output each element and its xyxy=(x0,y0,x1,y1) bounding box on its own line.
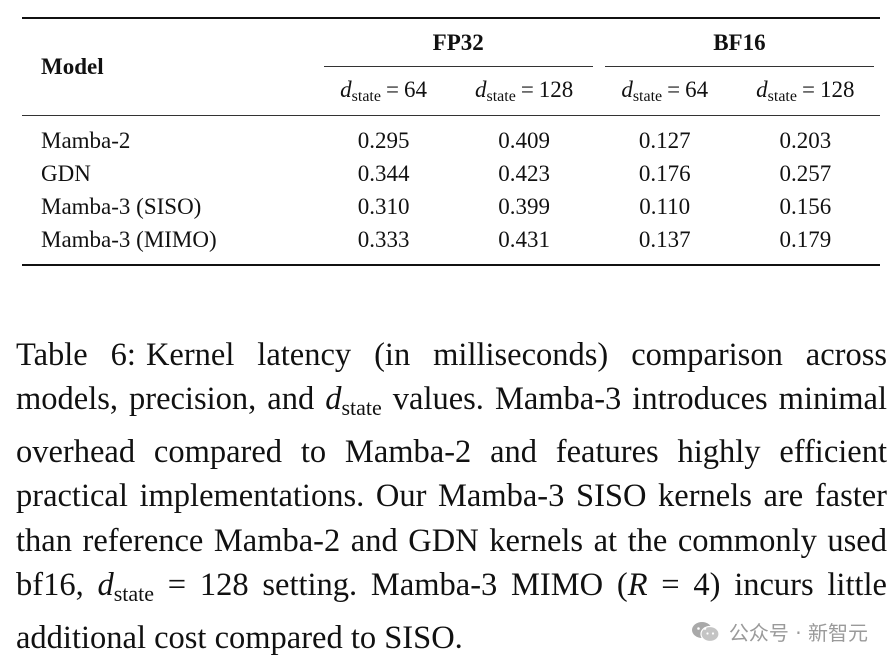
value-cell: 0.310 xyxy=(357,193,410,219)
wechat-icon xyxy=(691,620,721,644)
value-cell: 0.156 xyxy=(779,193,832,219)
value-cell: 0.344 xyxy=(357,160,410,186)
table-row: Mamba-3 (MIMO) 0.333 0.431 0.137 0.179 xyxy=(22,223,880,265)
model-name-cell: Mamba-3 (MIMO) xyxy=(41,226,217,252)
caption-math-rest: = 4 xyxy=(647,566,710,603)
watermark-text: 公众号 · 新智元 xyxy=(728,621,868,645)
sub-header-bf16-128: dstate = 128 xyxy=(756,76,855,105)
model-name-cell: Mamba-3 (SISO) xyxy=(41,193,202,219)
group-header-fp32: FP32 xyxy=(318,18,599,67)
model-name-cell: GDN xyxy=(41,160,91,186)
latency-table: Model FP32 BF16 dstate = 64 dstate = 128 dst… xyxy=(22,17,880,266)
sub-header-fp32-64: dstate = 64 xyxy=(340,76,427,105)
model-name-cell: Mamba-2 xyxy=(41,127,131,153)
caption-text: values. Mamba-3 in­troduces minimal over… xyxy=(16,380,887,603)
value-cell: 0.176 xyxy=(638,160,691,186)
value-cell: 0.257 xyxy=(779,160,832,186)
table-row: Mamba-3 (SISO) 0.310 0.399 0.110 0.156 xyxy=(22,190,880,223)
value-cell: 0.110 xyxy=(639,193,691,219)
caption-math: R xyxy=(627,566,648,603)
caption-math: dstate xyxy=(97,566,155,606)
table-row: Mamba-2 0.295 0.409 0.127 0.203 xyxy=(22,115,880,158)
caption-math: dstate xyxy=(325,380,382,420)
value-cell: 0.179 xyxy=(779,226,832,252)
model-column-header: Model xyxy=(41,54,104,79)
value-cell: 0.137 xyxy=(638,226,691,252)
value-cell: 0.423 xyxy=(498,160,551,186)
sub-header-bf16-64: dstate = 64 xyxy=(621,76,709,105)
latency-table-container: Model FP32 BF16 dstate = 64 dstate = 128 dst… xyxy=(22,17,880,266)
caption-text: Kernel latency (in milliseconds) compari… xyxy=(16,336,887,417)
caption-text: ) incurs little additional cost compared… xyxy=(16,566,887,657)
value-cell: 0.333 xyxy=(357,226,410,252)
value-cell: 0.127 xyxy=(638,127,691,153)
table-caption: Table 6: Kernel latency (in milliseconds)… xyxy=(16,333,887,661)
value-cell: 0.399 xyxy=(498,193,551,219)
group-underline xyxy=(604,66,874,67)
table-row: GDN 0.344 0.423 0.176 0.257 xyxy=(22,157,880,190)
caption-text: setting. Mamba-3 MIMO ( xyxy=(248,566,628,603)
watermark: 公众号 · 新智元 xyxy=(686,615,872,648)
value-cell: 0.295 xyxy=(357,127,410,153)
group-header-label: FP32 xyxy=(432,30,484,55)
value-cell: 0.409 xyxy=(498,127,551,153)
group-header-bf16: BF16 xyxy=(599,18,880,67)
sub-header-fp32-128: dstate = 128 xyxy=(474,76,574,105)
group-underline xyxy=(323,66,593,67)
value-cell: 0.203 xyxy=(779,127,832,153)
group-header-label: BF16 xyxy=(713,30,766,55)
caption-math-rest: = 128 xyxy=(154,566,249,603)
value-cell: 0.431 xyxy=(498,226,551,252)
caption-label: Table 6: xyxy=(16,336,136,373)
